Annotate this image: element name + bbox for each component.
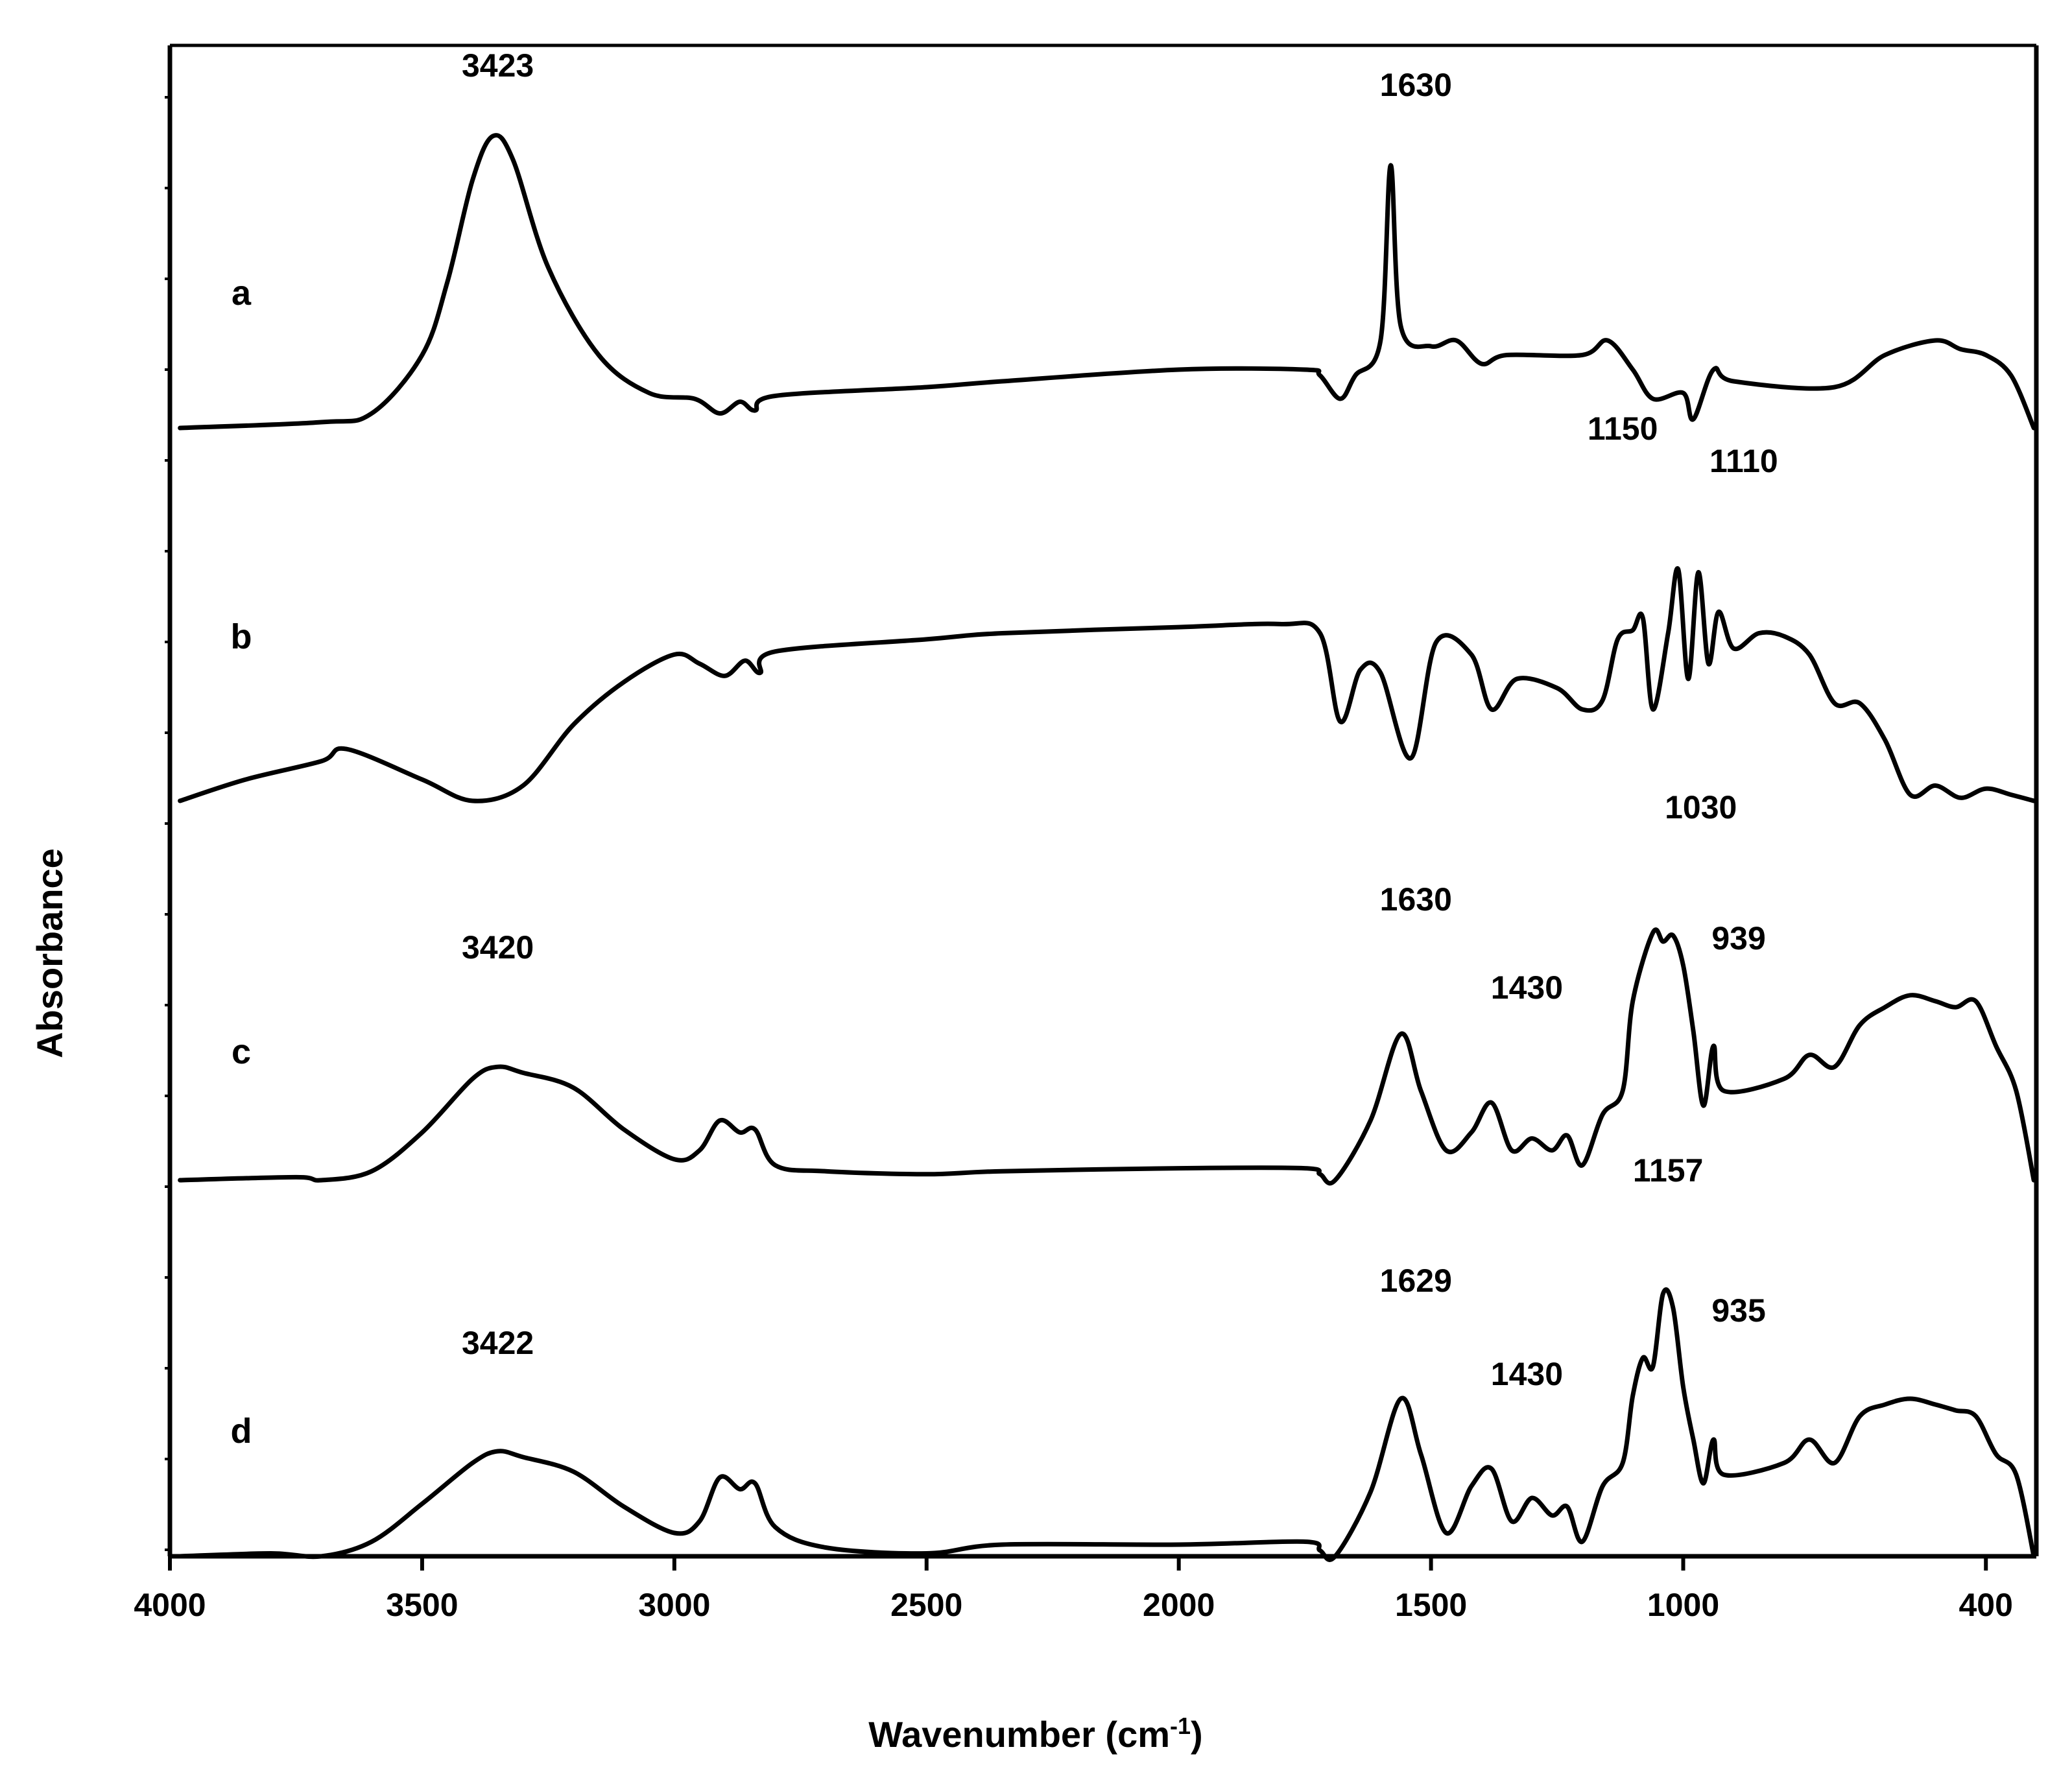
x-tick-label: 1000 [1647,1587,1719,1623]
peak-label: 1110 [1709,443,1778,479]
peak-label: 1430 [1491,969,1563,1006]
peak-label: 1157 [1633,1152,1703,1189]
x-axis-title: Wavenumber (cm-1) [868,1713,1202,1755]
x-tick-label: 2000 [1143,1587,1215,1623]
trace-b [178,566,2036,803]
x-tick-label: 3500 [386,1587,458,1623]
trace-labels: a b c d [231,274,252,1451]
peak-label: 1630 [1380,67,1452,103]
spectra-traces [178,133,2036,1562]
x-tick-label: 2500 [890,1587,962,1623]
trace-c [178,927,2036,1186]
peak-label: 935 [1711,1292,1765,1329]
x-axis: 4000 3500 3000 2500 2000 1500 1000 400 [134,1556,2013,1623]
peak-label: 3423 [462,47,534,84]
peak-label: 1629 [1380,1263,1452,1299]
trace-label-c: c [232,1032,251,1071]
peak-label: 1430 [1491,1356,1563,1392]
peak-label: 1630 [1380,881,1452,918]
peak-label: 1150 [1588,410,1658,447]
trace-a [178,133,2036,431]
trace-label-a: a [232,274,252,313]
peak-label: 1030 [1665,789,1737,825]
trace-d [178,1287,2036,1562]
peak-label: 939 [1711,920,1765,956]
plot-frame [165,43,2039,1559]
y-axis-title: Absorbance [29,848,70,1058]
x-tick-label: 4000 [134,1587,206,1623]
peak-label: 3422 [462,1325,534,1361]
trace-label-b: b [231,617,252,656]
x-tick-label: 1500 [1395,1587,1467,1623]
x-tick-label: 3000 [638,1587,710,1623]
peak-annotations: 3423 1630 1150 1110 1030 1630 3420 1430 939 1157 1… [462,47,1778,1392]
trace-label-d: d [231,1412,252,1451]
x-tick-label: 400 [1959,1587,2012,1623]
peak-label: 3420 [462,929,534,966]
